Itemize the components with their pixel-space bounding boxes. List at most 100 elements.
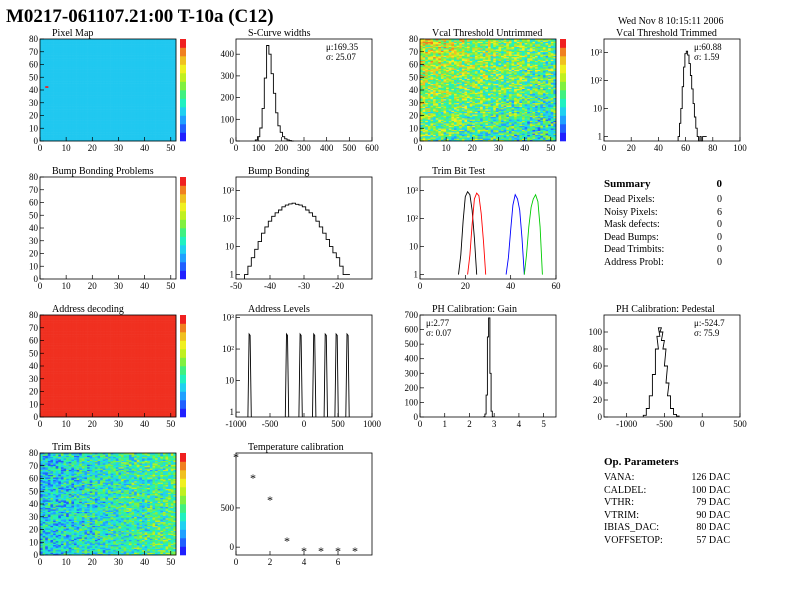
y-tick-label: 20	[29, 249, 39, 259]
x-tick-label: -1000	[226, 419, 247, 429]
chart-ph_gain: PH Calibration: Gain 0 1 2 3 4 5 0 100 200 300 400 5…	[405, 304, 557, 429]
palette-swatch	[180, 487, 186, 496]
y-tick-label: 50	[29, 348, 39, 358]
y-tick-label: 60	[593, 361, 603, 371]
x-tick-label: -500	[262, 419, 279, 429]
trim-series	[505, 193, 525, 275]
y-tick-label: 1	[230, 407, 235, 417]
stats-label: μ:2.77	[426, 318, 450, 328]
y-tick-label: 50	[409, 72, 419, 82]
x-tick-label: 30	[114, 143, 124, 153]
y-tick-label: 400	[221, 49, 235, 59]
palette-swatch	[180, 177, 186, 186]
palette-swatch	[560, 98, 566, 108]
noisy-pixel	[45, 86, 49, 88]
palette-swatch	[180, 323, 186, 333]
palette-swatch	[180, 262, 186, 271]
palette-swatch	[560, 124, 566, 133]
palette-swatch	[180, 521, 186, 530]
stats-label: σ: 1.59	[694, 52, 720, 62]
y-tick-label: 0	[414, 136, 419, 146]
palette-swatch	[180, 228, 186, 237]
histogram-series	[244, 202, 350, 279]
plot-frame	[603, 314, 741, 418]
y-tick-label: 50	[29, 486, 39, 496]
data-point: *	[250, 471, 256, 485]
palette-swatch	[180, 211, 186, 220]
y-tick-label: 200	[405, 383, 419, 393]
stats-label: μ:-524.7	[694, 318, 725, 328]
x-tick-label: 6	[336, 557, 341, 567]
x-tick-label: 0	[302, 419, 307, 429]
x-tick-label: 0	[700, 419, 705, 429]
palette-swatch	[180, 538, 186, 547]
y-tick-label: 10²	[222, 344, 234, 354]
x-tick-label: 40	[140, 557, 150, 567]
x-tick-label: 60	[552, 281, 562, 291]
chart-title: Temperature calibration	[248, 442, 344, 453]
palette-swatch	[560, 90, 566, 99]
chart-title: PH Calibration: Pedestal	[616, 304, 715, 315]
x-tick-label: 0	[234, 143, 239, 153]
x-tick-label: 10	[62, 419, 72, 429]
x-tick-label: 2	[268, 557, 273, 567]
x-tick-label: 40	[520, 143, 530, 153]
x-tick-label: 30	[114, 419, 124, 429]
x-tick-label: 30	[114, 281, 124, 291]
y-tick-label: 10³	[406, 185, 418, 195]
chart-trim_bit_test: Trim Bit Test 0 20 40 60 1 10 10² 10³	[406, 166, 561, 291]
y-tick-label: 0	[230, 136, 235, 146]
op-parameters-heading: Op. Parameters	[604, 456, 679, 468]
palette-swatch	[560, 115, 566, 125]
x-tick-label: -40	[264, 281, 276, 291]
y-tick-label: 60	[29, 336, 39, 346]
y-tick-label: 1	[230, 270, 235, 280]
y-tick-label: 20	[409, 111, 419, 121]
chart-title: S-Curve widths	[248, 28, 311, 39]
y-tick-label: 0	[230, 542, 235, 552]
x-tick-label: -30	[298, 281, 310, 291]
y-tick-label: 40	[593, 378, 603, 388]
summary-row: Mask defects: 0	[604, 219, 722, 230]
x-tick-label: 0	[418, 419, 423, 429]
palette-swatch	[180, 107, 186, 116]
y-tick-label: 10³	[590, 47, 602, 57]
palette-swatch	[180, 132, 186, 142]
trim-series	[467, 192, 487, 275]
page-title: M0217-061107.21:00 T-10a (C12)	[6, 6, 274, 27]
chart-scurve: S-Curve widths 0 100 200 300 400 500 600 0 100 200…	[221, 28, 380, 153]
x-tick-label: 40	[506, 281, 516, 291]
y-tick-label: 20	[29, 525, 39, 535]
palette-swatch	[180, 39, 186, 48]
x-tick-label: 300	[297, 143, 311, 153]
x-tick-label: 0	[418, 281, 423, 291]
x-tick-label: 1	[442, 419, 447, 429]
x-tick-label: 0	[38, 281, 43, 291]
x-tick-label: 0	[38, 557, 43, 567]
palette-swatch	[560, 81, 566, 91]
summary-row: Address Probl: 0	[604, 256, 722, 268]
chart-title: Bump Bonding Problems	[52, 166, 154, 177]
palette-swatch	[560, 56, 566, 65]
y-tick-label: 70	[29, 185, 39, 195]
chart-bump_bonding: Bump Bonding -50 -40 -30 -20 1 10 10² 10³	[222, 166, 373, 291]
x-tick-label: 4	[517, 419, 522, 429]
x-tick-label: 40	[654, 143, 664, 153]
y-tick-label: 80	[29, 172, 39, 182]
x-tick-label: 20	[88, 143, 98, 153]
x-tick-label: 80	[708, 143, 718, 153]
y-tick-label: 10²	[590, 75, 602, 85]
y-tick-label: 1	[414, 270, 419, 280]
histogram-series	[483, 317, 494, 418]
param-row: IBIAS_DAC: 80 DAC	[604, 522, 730, 533]
y-tick-label: 40	[409, 85, 419, 95]
y-tick-label: 60	[29, 198, 39, 208]
palette-swatch	[180, 408, 186, 418]
palette-swatch	[560, 39, 566, 48]
palette-swatch	[180, 478, 186, 488]
y-tick-label: 100	[221, 114, 235, 124]
palette-swatch	[180, 270, 186, 280]
x-tick-label: 20	[88, 281, 98, 291]
chart-address_decoding: Address decoding 0 10 20 30 40 50 0 10 20 30 40 50 60…	[29, 304, 186, 429]
